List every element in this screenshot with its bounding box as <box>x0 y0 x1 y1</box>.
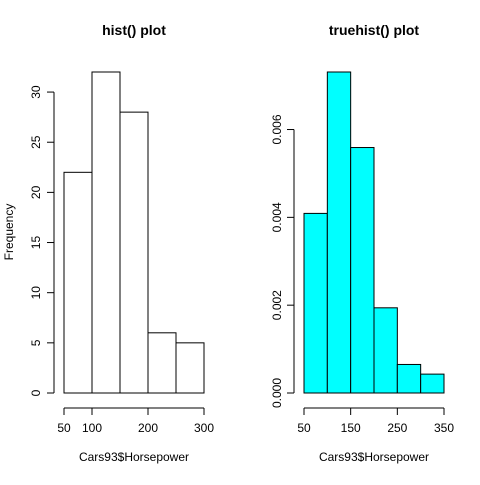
chart-1-bar-2 <box>91 71 121 394</box>
chart-1-plot-area: 50 100 200 300 0 5 10 15 20 25 30 <box>29 71 214 435</box>
chart-1-x-tick-label-2: 100 <box>82 421 102 435</box>
chart-1-bar-3 <box>119 111 149 394</box>
chart-2-x-axis-label: Cars93$Horsepower <box>319 450 429 464</box>
chart-1-y-tick-label-3: 10 <box>29 286 43 300</box>
chart-2-bar-2 <box>326 71 352 394</box>
chart-1-y-tick-label-4: 15 <box>29 236 43 250</box>
chart-2-y-tick-label-1: 0.000 <box>270 378 284 408</box>
chart-2-bar-6 <box>420 373 445 394</box>
chart-2-bar-5 <box>396 363 422 394</box>
chart-2-y-tick-label-2: 0.002 <box>270 290 284 320</box>
chart-2-bar-4 <box>373 307 398 394</box>
chart-2-x-tick-label-2: 150 <box>341 421 361 435</box>
chart-1-y-tick-label-1: 0 <box>29 389 43 396</box>
chart-2-x-tick-label-4: 350 <box>434 421 454 435</box>
chart-2-x-tick-label-3: 250 <box>387 421 407 435</box>
chart-1-x-tick-label-1: 50 <box>57 421 71 435</box>
chart-1-title: hist() plot <box>102 22 166 38</box>
chart-2-y-tick-label-3: 0.004 <box>270 202 284 232</box>
chart-1-y-tick-label-5: 20 <box>29 185 43 199</box>
chart-1-bar-1 <box>63 171 93 394</box>
chart-2-x-tick-label-1: 50 <box>297 421 311 435</box>
chart-2-title: truehist() plot <box>329 22 420 38</box>
chart-1-x-axis-label: Cars93$Horsepower <box>79 450 189 464</box>
chart-1-bar-4 <box>147 332 177 394</box>
chart-1-x-tick-label-3: 200 <box>138 421 158 435</box>
chart-1-bar-5 <box>175 342 205 394</box>
chart-2-bar-3 <box>350 147 375 394</box>
chart-2-plot-area: 50 150 250 350 0.000 0.002 0.004 0.006 <box>270 71 454 435</box>
chart-1-y-axis-label: Frequency <box>2 204 16 261</box>
chart-2-y-tick-label-4: 0.006 <box>270 114 284 144</box>
chart-2-bar-1 <box>303 212 328 394</box>
chart-1-x-tick-label-4: 300 <box>194 421 214 435</box>
chart-1-y-tick-label-2: 5 <box>29 339 43 346</box>
chart-1-y-tick-label-7: 30 <box>29 85 43 99</box>
chart-1-y-tick-label-6: 25 <box>29 135 43 149</box>
